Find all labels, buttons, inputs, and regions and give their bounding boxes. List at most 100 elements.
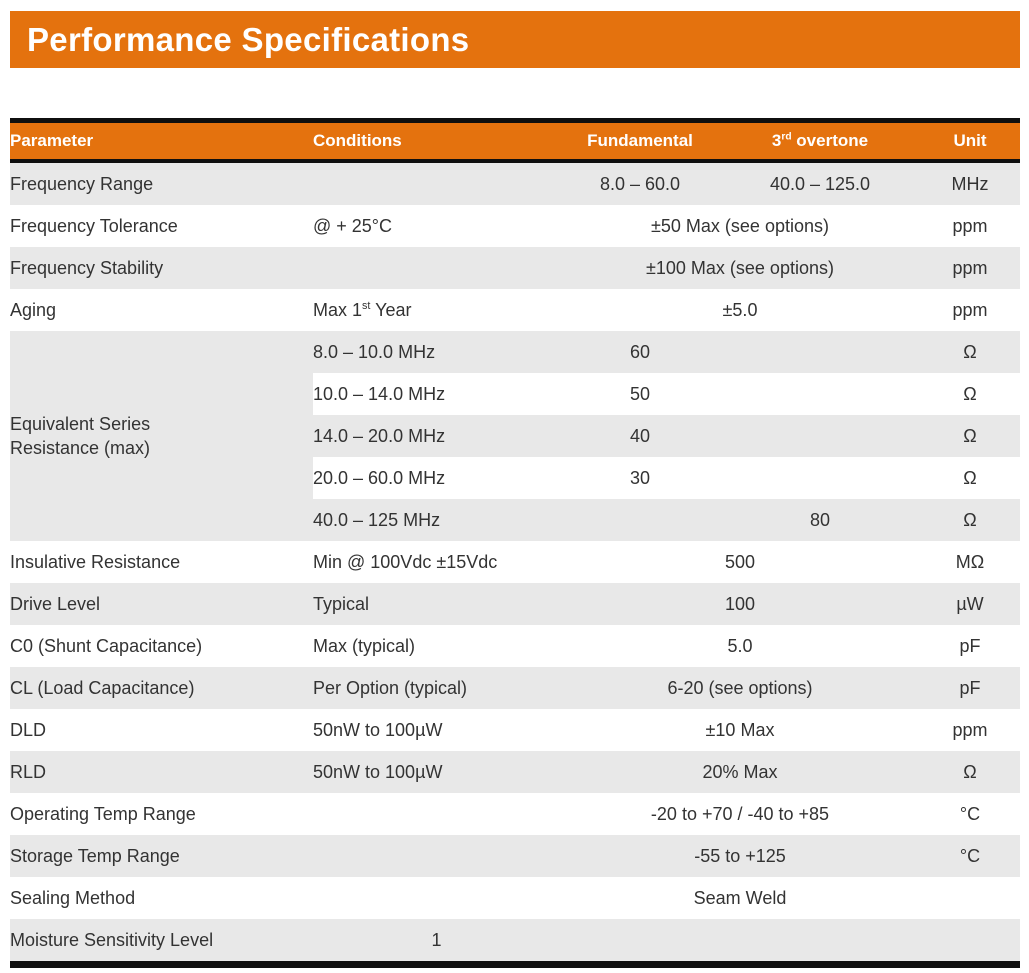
- cell-parameter: C0 (Shunt Capacitance): [10, 635, 203, 656]
- cell-value-span: ±100 Max (see options): [646, 257, 834, 278]
- cell-conditions: Min @ 100Vdc ±15Vdc: [313, 551, 498, 572]
- cell-overtone: [720, 331, 920, 373]
- cell-fundamental: 60: [629, 341, 651, 362]
- row-moisture-sensitivity-level: Moisture Sensitivity Level 1: [10, 919, 1020, 965]
- col-header-conditions: Conditions: [313, 120, 560, 163]
- cell-fundamental: 30: [629, 467, 651, 488]
- cell-conditions: [313, 835, 560, 877]
- cell-parameter: Moisture Sensitivity Level: [10, 929, 214, 950]
- cell-conditions: 50nW to 100µW: [313, 719, 443, 740]
- cell-conditions: 8.0 – 10.0 MHz: [313, 341, 436, 362]
- cell-conditions: 10.0 – 14.0 MHz: [313, 383, 446, 404]
- cell-value-span: 20% Max: [702, 761, 778, 782]
- aging-conditions-rest: Year: [370, 299, 412, 320]
- aging-conditions-base: Max 1: [313, 299, 363, 320]
- cell-unit: pF: [959, 677, 981, 698]
- cell-value-span: Seam Weld: [693, 887, 787, 908]
- cell-parameter: Sealing Method: [10, 887, 136, 908]
- specs-table-container: Parameter Conditions Fundamental 3rd ove…: [10, 118, 1020, 968]
- row-drive-level: Drive Level Typical 100 µW: [10, 583, 1020, 625]
- cell-overtone: [720, 457, 920, 499]
- cell-unit: Ω: [963, 425, 977, 446]
- cell-fundamental: [560, 499, 720, 541]
- row-dld: DLD 50nW to 100µW ±10 Max ppm: [10, 709, 1020, 751]
- cell-conditions: 40.0 – 125 MHz: [313, 509, 441, 530]
- cell-value-span: [560, 919, 1020, 965]
- cell-conditions: [313, 247, 560, 289]
- cell-conditions: [313, 793, 560, 835]
- row-c0-shunt-capacitance: C0 (Shunt Capacitance) Max (typical) 5.0…: [10, 625, 1020, 667]
- cell-conditions: Max 1st Year: [313, 289, 560, 331]
- row-storage-temp-range: Storage Temp Range -55 to +125 °C: [10, 835, 1020, 877]
- cell-unit: °C: [959, 845, 981, 866]
- cell-parameter: Drive Level: [10, 593, 101, 614]
- specs-table: Parameter Conditions Fundamental 3rd ove…: [10, 118, 1020, 968]
- cell-overtone: 40.0 – 125.0: [769, 173, 871, 194]
- cell-conditions: 1: [431, 929, 442, 950]
- row-esr-1: Equivalent Series Resistance (max) 8.0 –…: [10, 331, 1020, 541]
- cell-parameter: Insulative Resistance: [10, 551, 181, 572]
- cell-conditions: Per Option (typical): [313, 677, 468, 698]
- cell-unit: Ω: [963, 761, 977, 782]
- cell-conditions: [313, 877, 560, 919]
- section-title: Performance Specifications: [27, 21, 470, 58]
- cell-unit: Ω: [963, 383, 977, 404]
- cell-overtone: 80: [809, 509, 831, 530]
- overtone-header-rest: overtone: [791, 131, 869, 150]
- cell-parameter: Frequency Range: [10, 173, 154, 194]
- cell-value-span: -20 to +70 / -40 to +85: [650, 803, 830, 824]
- cell-unit: Ω: [963, 341, 977, 362]
- overtone-header-base: 3: [771, 131, 782, 150]
- col-header-fundamental: Fundamental: [560, 120, 720, 163]
- row-frequency-tolerance: Frequency Tolerance @ + 25°C ±50 Max (se…: [10, 205, 1020, 247]
- cell-conditions: 14.0 – 20.0 MHz: [313, 425, 446, 446]
- row-frequency-stability: Frequency Stability ±100 Max (see option…: [10, 247, 1020, 289]
- row-operating-temp-range: Operating Temp Range -20 to +70 / -40 to…: [10, 793, 1020, 835]
- cell-fundamental: 40: [629, 425, 651, 446]
- esr-parameter-line2: Resistance (max): [10, 438, 151, 458]
- cell-parameter: CL (Load Capacitance): [10, 677, 195, 698]
- cell-overtone: [720, 415, 920, 457]
- cell-value-span: 5.0: [727, 635, 753, 656]
- cell-unit: ppm: [952, 257, 988, 278]
- cell-value-span: 100: [724, 593, 756, 614]
- overtone-header-superscript: rd: [781, 131, 792, 143]
- cell-parameter: Operating Temp Range: [10, 803, 196, 824]
- cell-parameter: DLD: [10, 719, 47, 740]
- cell-parameter-esr: Equivalent Series Resistance (max): [10, 331, 313, 541]
- esr-parameter-line1: Equivalent Series: [10, 413, 151, 434]
- row-aging: Aging Max 1st Year ±5.0 ppm: [10, 289, 1020, 331]
- cell-value-span: ±10 Max: [705, 719, 775, 740]
- cell-parameter: Frequency Stability: [10, 257, 164, 278]
- col-header-parameter: Parameter: [10, 120, 313, 163]
- cell-unit: Ω: [963, 509, 977, 530]
- cell-conditions: Max (typical): [313, 635, 416, 656]
- row-rld: RLD 50nW to 100µW 20% Max Ω: [10, 751, 1020, 793]
- row-frequency-range: Frequency Range 8.0 – 60.0 40.0 – 125.0 …: [10, 161, 1020, 205]
- cell-value-span: ±50 Max (see options): [651, 215, 829, 236]
- aging-conditions-superscript: st: [362, 299, 371, 312]
- row-sealing-method: Sealing Method Seam Weld: [10, 877, 1020, 919]
- cell-parameter: Aging: [10, 299, 57, 320]
- cell-conditions: 20.0 – 60.0 MHz: [313, 467, 446, 488]
- cell-unit: MHz: [951, 173, 989, 194]
- cell-value-span: 500: [724, 551, 756, 572]
- col-header-unit: Unit: [920, 120, 1020, 163]
- cell-parameter: Frequency Tolerance: [10, 215, 178, 236]
- cell-fundamental: 50: [629, 383, 651, 404]
- cell-parameter: RLD: [10, 761, 47, 782]
- col-header-overtone: 3rd overtone: [720, 120, 920, 163]
- cell-unit: [920, 877, 1020, 919]
- cell-unit: ppm: [952, 299, 988, 320]
- section-title-banner: Performance Specifications: [10, 11, 1020, 68]
- cell-unit: MΩ: [955, 551, 985, 572]
- cell-unit: ppm: [952, 215, 988, 236]
- cell-conditions: [313, 161, 560, 205]
- cell-unit: ppm: [952, 719, 988, 740]
- cell-fundamental: 8.0 – 60.0: [599, 173, 681, 194]
- cell-conditions: 50nW to 100µW: [313, 761, 443, 782]
- cell-unit: µW: [956, 593, 984, 614]
- cell-value-span: 6-20 (see options): [667, 677, 813, 698]
- header-row: Parameter Conditions Fundamental 3rd ove…: [10, 120, 1020, 163]
